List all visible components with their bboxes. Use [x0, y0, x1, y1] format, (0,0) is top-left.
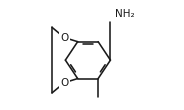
Text: O: O — [60, 33, 68, 43]
Text: NH₂: NH₂ — [115, 9, 135, 19]
Text: O: O — [60, 78, 68, 88]
